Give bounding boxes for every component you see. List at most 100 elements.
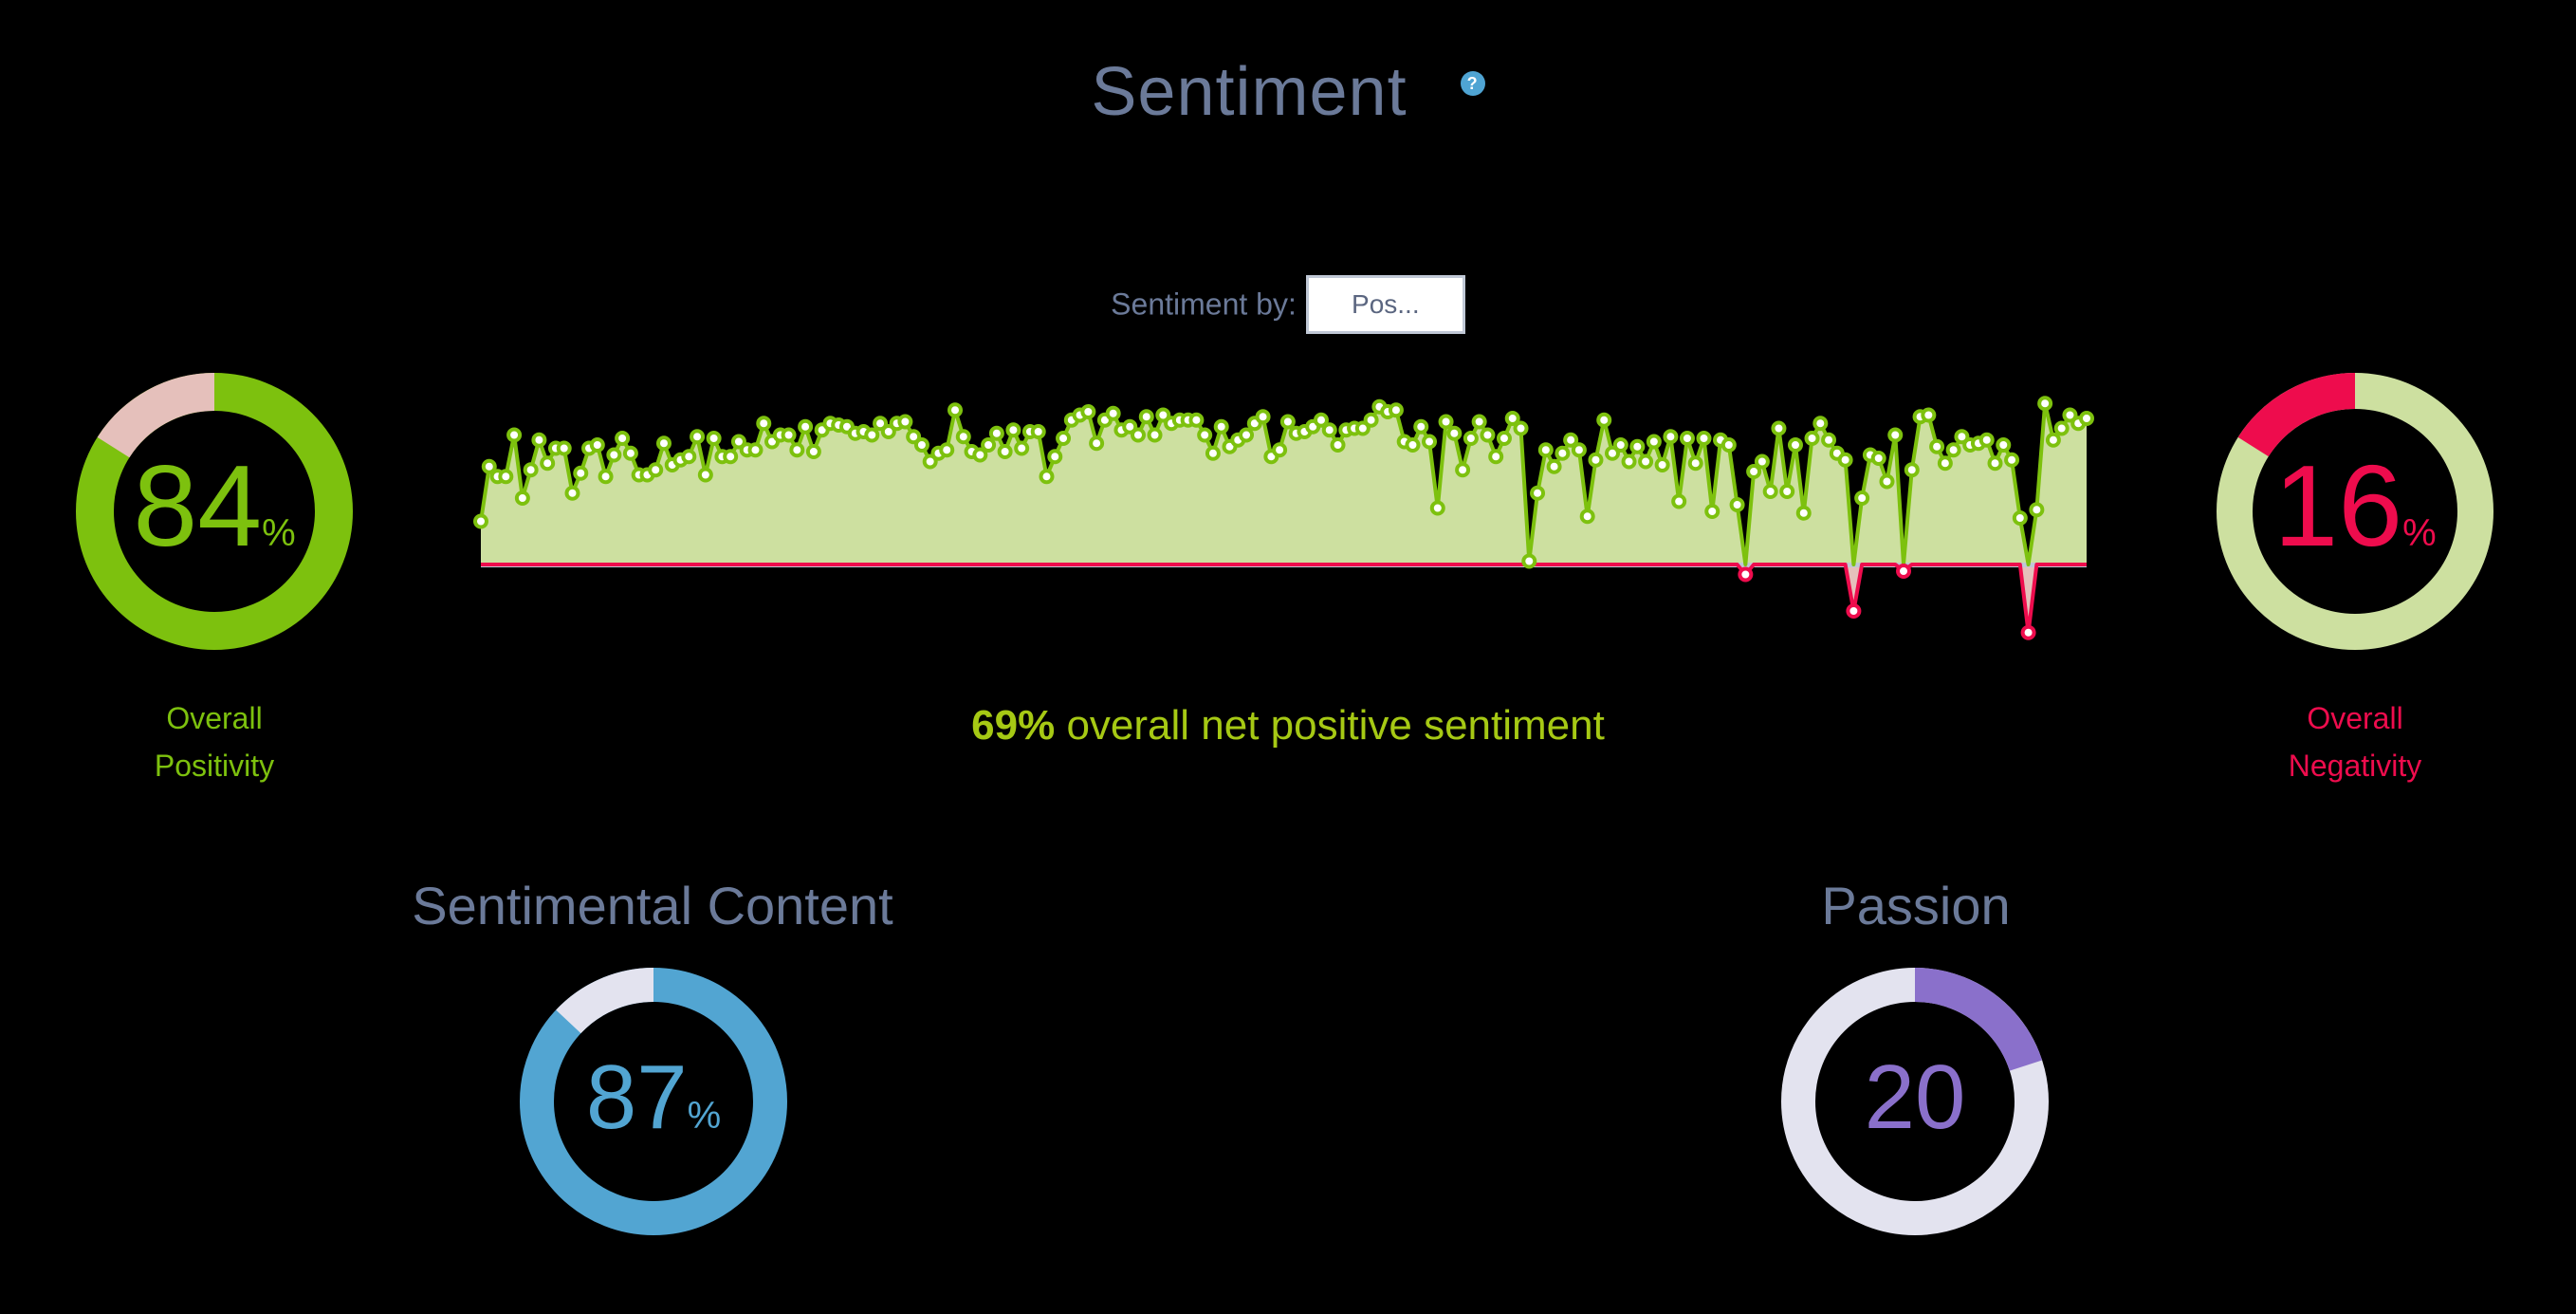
data-point[interactable] <box>1720 437 1737 453</box>
data-point[interactable] <box>1188 412 1205 428</box>
data-point[interactable] <box>988 425 1004 441</box>
data-point[interactable] <box>955 429 971 445</box>
data-point[interactable] <box>1854 490 1870 506</box>
data-point[interactable] <box>615 431 631 446</box>
data-point[interactable] <box>2029 502 2045 518</box>
data-point[interactable] <box>730 434 746 450</box>
data-point[interactable] <box>1480 427 1496 443</box>
data-point[interactable] <box>1471 414 1487 430</box>
data-point[interactable] <box>1738 566 1754 583</box>
data-point[interactable] <box>1696 431 1712 446</box>
data-point[interactable] <box>1987 455 2003 472</box>
data-point[interactable] <box>1155 407 1171 423</box>
data-point[interactable] <box>1787 437 1803 453</box>
data-point[interactable] <box>1612 437 1628 453</box>
data-point[interactable] <box>1629 438 1646 454</box>
data-point[interactable] <box>981 437 997 453</box>
data-point[interactable] <box>1596 412 1612 428</box>
data-point[interactable] <box>913 437 929 453</box>
data-point[interactable] <box>864 427 880 443</box>
data-point[interactable] <box>1530 485 1546 501</box>
data-point[interactable] <box>1563 432 1579 448</box>
data-point[interactable] <box>1870 451 1886 466</box>
data-point[interactable] <box>1812 416 1829 432</box>
data-point[interactable] <box>997 444 1013 459</box>
data-point[interactable] <box>756 416 772 432</box>
data-point[interactable] <box>1463 431 1479 446</box>
data-point[interactable] <box>1954 429 1970 445</box>
data-point[interactable] <box>1030 424 1046 439</box>
data-point[interactable] <box>1945 442 1961 458</box>
data-point[interactable] <box>1321 422 1337 438</box>
data-point[interactable] <box>1754 453 1770 470</box>
help-icon[interactable]: ? <box>1460 70 1485 96</box>
data-point[interactable] <box>1504 411 1520 426</box>
data-point[interactable] <box>747 442 764 458</box>
data-point[interactable] <box>1621 453 1637 470</box>
data-point[interactable] <box>948 402 964 418</box>
data-point[interactable] <box>473 513 488 529</box>
data-point[interactable] <box>1579 509 1595 525</box>
data-point[interactable] <box>1537 442 1554 458</box>
data-point[interactable] <box>1837 452 1853 468</box>
data-point[interactable] <box>606 447 622 463</box>
data-point[interactable] <box>1604 445 1620 461</box>
data-point[interactable] <box>2020 624 2036 640</box>
data-point[interactable] <box>1388 402 1404 418</box>
data-point[interactable] <box>681 449 697 465</box>
data-point[interactable] <box>1330 437 1346 453</box>
data-point[interactable] <box>873 416 889 432</box>
data-point[interactable] <box>1996 437 2012 453</box>
data-point[interactable] <box>906 429 922 445</box>
data-point[interactable] <box>540 455 556 472</box>
data-point[interactable] <box>690 429 706 445</box>
data-point[interactable] <box>1746 464 1762 479</box>
sentiment-trend-chart[interactable] <box>465 379 2115 702</box>
data-point[interactable] <box>1571 442 1587 458</box>
data-point[interactable] <box>1255 409 1271 425</box>
data-point[interactable] <box>2012 510 2028 526</box>
data-point[interactable] <box>1687 455 1703 472</box>
data-point[interactable] <box>1205 445 1221 461</box>
data-point[interactable] <box>2062 407 2078 423</box>
data-point[interactable] <box>1279 414 1296 430</box>
data-point[interactable] <box>1122 418 1138 435</box>
data-point[interactable] <box>655 435 672 452</box>
data-point[interactable] <box>622 445 638 461</box>
data-point[interactable] <box>805 444 821 459</box>
data-point[interactable] <box>1272 442 1288 458</box>
data-point[interactable] <box>1005 422 1021 438</box>
data-point[interactable] <box>531 432 547 448</box>
data-point[interactable] <box>1555 445 1571 461</box>
data-point[interactable] <box>2053 420 2070 436</box>
data-point[interactable] <box>1795 505 1812 521</box>
data-point[interactable] <box>1130 427 1146 443</box>
data-point[interactable] <box>789 442 805 458</box>
data-point[interactable] <box>1663 429 1679 445</box>
data-point[interactable] <box>1089 435 1105 452</box>
data-point[interactable] <box>880 424 896 439</box>
data-point[interactable] <box>1496 431 1512 446</box>
data-point[interactable] <box>564 485 580 501</box>
data-point[interactable] <box>1405 437 1421 453</box>
data-point[interactable] <box>1438 414 1454 430</box>
data-point[interactable] <box>598 469 614 485</box>
data-point[interactable] <box>1354 420 1371 436</box>
data-point[interactable] <box>798 418 814 435</box>
data-point[interactable] <box>1455 462 1471 478</box>
data-point[interactable] <box>939 442 955 458</box>
data-point[interactable] <box>972 447 988 463</box>
data-point[interactable] <box>1039 469 1055 485</box>
data-point[interactable] <box>1879 473 1895 490</box>
data-point[interactable] <box>648 462 664 478</box>
data-point[interactable] <box>1056 431 1072 446</box>
data-point[interactable] <box>1846 603 1862 619</box>
data-point[interactable] <box>922 453 938 470</box>
data-point[interactable] <box>1488 449 1504 465</box>
data-point[interactable] <box>897 414 913 430</box>
data-point[interactable] <box>1422 434 1438 450</box>
sentiment-by-select[interactable]: Pos... <box>1305 275 1465 334</box>
data-point[interactable] <box>481 458 497 474</box>
data-point[interactable] <box>1929 438 1945 454</box>
data-point[interactable] <box>1197 427 1213 443</box>
